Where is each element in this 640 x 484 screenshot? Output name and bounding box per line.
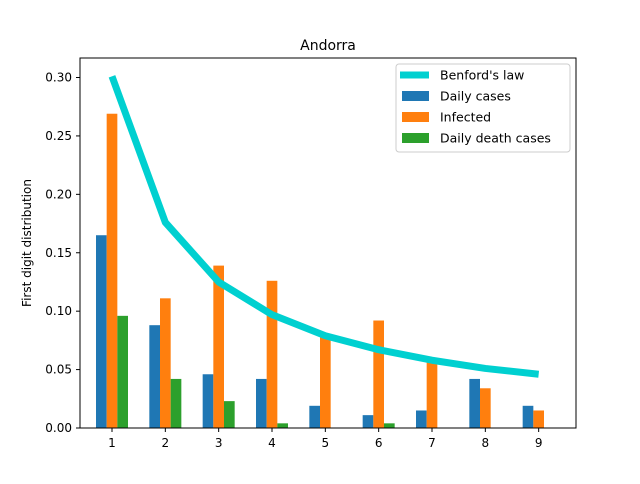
benford-line-layer [108, 75, 540, 378]
x-tick-label: 1 [108, 436, 116, 450]
legend-box [395, 63, 571, 153]
bar-infected-3 [213, 265, 224, 428]
bar-daily-cases-7 [416, 410, 427, 428]
benford-line [108, 75, 540, 378]
y-tick-label: 0.05 [45, 363, 72, 377]
legend-label-daily-death-cases: Daily death cases [440, 131, 551, 146]
bar-daily-cases-4 [256, 378, 267, 428]
chart-title: Andorra [300, 38, 356, 54]
legend-swatch-daily-death-cases [402, 133, 429, 143]
bar-infected-9 [533, 410, 544, 428]
y-axis-label: First digit distribution [20, 179, 34, 307]
legend-swatch-infected [402, 112, 429, 122]
bar-infected-5 [320, 336, 331, 428]
x-tick-label: 9 [535, 436, 543, 450]
plot-frame [79, 57, 577, 429]
y-tick-label: 0.15 [45, 246, 72, 260]
bar-daily-cases-9 [522, 405, 534, 428]
x-axis: 1 2 3 4 5 6 7 8 9 [108, 428, 542, 450]
y-tick-label: 0.10 [45, 304, 72, 318]
bar-daily-cases-6 [362, 415, 374, 428]
legend-label-benford-s-law: Benford's law [440, 68, 524, 83]
y-tick-label: 0.30 [45, 71, 72, 85]
legend-label-infected: Infected [440, 110, 491, 125]
bar-daily-death-cases-6 [384, 423, 395, 428]
bar-daily-death-cases-1 [117, 315, 128, 428]
bar-daily-cases-3 [202, 374, 214, 428]
bars-layer [96, 113, 544, 428]
x-tick-label: 8 [482, 436, 490, 450]
x-tick-label: 4 [268, 436, 276, 450]
x-tick-label: 5 [322, 436, 330, 450]
bar-daily-death-cases-3 [224, 401, 235, 428]
legend: Benford's law Daily cases Infected Daily de… [395, 63, 571, 153]
legend-label-daily-cases: Daily cases [440, 89, 511, 104]
bar-daily-death-cases-2 [170, 378, 182, 428]
y-axis: 0.00 0.05 0.10 0.15 0.20 0.25 0.30 [45, 71, 80, 435]
legend-swatch-daily-cases [402, 91, 429, 101]
y-tick-label: 0.00 [45, 421, 72, 435]
bar-daily-cases-8 [469, 378, 480, 428]
bar-daily-death-cases-4 [277, 423, 288, 428]
bar-daily-cases-2 [149, 325, 160, 428]
bar-daily-cases-5 [309, 405, 320, 428]
y-tick-label: 0.20 [45, 187, 72, 201]
x-tick-label: 3 [215, 436, 223, 450]
bar-infected-8 [480, 388, 491, 428]
bar-daily-cases-1 [96, 235, 107, 428]
y-tick-label: 0.25 [45, 129, 72, 143]
bar-infected-2 [160, 298, 171, 428]
bar-infected-1 [106, 113, 118, 428]
x-tick-label: 2 [162, 436, 170, 450]
x-tick-label: 6 [375, 436, 383, 450]
bar-infected-6 [373, 320, 384, 428]
x-tick-label: 7 [428, 436, 436, 450]
bar-infected-4 [266, 280, 278, 428]
bar-infected-7 [426, 360, 438, 428]
